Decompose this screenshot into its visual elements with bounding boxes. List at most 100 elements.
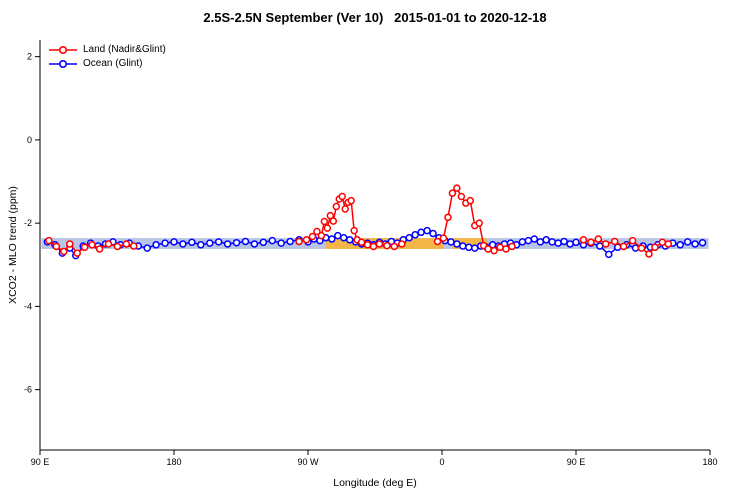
data-point xyxy=(610,237,619,246)
data-point xyxy=(320,217,329,226)
data-point xyxy=(250,240,259,248)
x-tick-label: 90 E xyxy=(567,457,586,467)
y-tick-label: -2 xyxy=(24,218,32,228)
data-point xyxy=(197,241,205,249)
data-point xyxy=(113,242,122,251)
data-point xyxy=(453,240,461,248)
data-point xyxy=(676,241,684,249)
data-point xyxy=(645,250,653,258)
data-point xyxy=(152,241,160,249)
data-point xyxy=(508,242,516,251)
data-point xyxy=(369,242,378,251)
data-point xyxy=(471,244,479,252)
data-point xyxy=(350,226,358,235)
data-point xyxy=(88,241,96,249)
data-point xyxy=(484,245,492,253)
data-point xyxy=(658,238,667,247)
data-point xyxy=(329,217,338,225)
data-point xyxy=(594,235,603,243)
data-point xyxy=(188,238,196,247)
data-point xyxy=(524,236,533,245)
data-point xyxy=(308,232,317,241)
data-point xyxy=(317,231,326,240)
data-point xyxy=(605,250,613,259)
data-point xyxy=(637,244,646,252)
x-tick-label: 180 xyxy=(702,457,717,467)
data-point xyxy=(459,242,467,250)
data-point xyxy=(232,238,241,247)
data-point xyxy=(341,205,349,213)
data-point xyxy=(122,240,131,248)
data-point xyxy=(259,238,268,247)
data-point xyxy=(52,242,61,251)
data-point xyxy=(602,240,610,248)
data-point xyxy=(60,247,68,256)
data-point xyxy=(579,236,588,244)
data-point xyxy=(161,239,169,247)
data-point xyxy=(490,246,498,255)
data-point xyxy=(542,236,550,244)
data-point xyxy=(347,196,355,205)
data-point xyxy=(268,236,277,245)
data-point xyxy=(596,242,604,250)
data-point xyxy=(338,192,346,201)
data-point xyxy=(548,238,556,246)
data-point xyxy=(170,238,178,246)
data-point xyxy=(536,238,545,246)
data-point xyxy=(566,240,574,248)
data-point xyxy=(664,240,673,248)
data-point xyxy=(496,243,504,252)
legend-item-land: Land (Nadir&Glint) xyxy=(48,44,166,56)
data-point xyxy=(95,245,104,253)
x-axis-label: Longitude (deg E) xyxy=(333,477,417,489)
data-point xyxy=(631,244,640,252)
data-point xyxy=(444,213,452,222)
data-point xyxy=(205,239,214,247)
data-point xyxy=(295,237,303,246)
data-point xyxy=(448,189,457,197)
data-point xyxy=(45,236,53,245)
data-point xyxy=(691,240,699,248)
y-tick-label: 2 xyxy=(27,52,32,62)
data-point xyxy=(447,238,455,246)
data-point xyxy=(398,240,406,248)
data-point xyxy=(313,227,321,236)
data-point xyxy=(326,211,335,220)
data-point xyxy=(302,236,311,244)
data-point xyxy=(518,238,527,246)
data-point xyxy=(560,237,568,246)
data-point xyxy=(363,241,372,249)
data-point xyxy=(277,239,285,247)
legend-item-ocean: Ocean (Glint) xyxy=(48,58,166,70)
data-point xyxy=(628,236,637,245)
data-point xyxy=(465,243,473,252)
x-tick-label: 90 W xyxy=(297,457,319,467)
y-tick-label: 0 xyxy=(27,135,32,145)
data-point xyxy=(417,228,425,237)
data-point xyxy=(339,233,348,242)
data-point xyxy=(345,236,354,244)
data-point xyxy=(613,243,622,252)
x-tick-label: 90 E xyxy=(31,457,50,467)
data-point xyxy=(587,238,595,247)
data-point xyxy=(457,192,466,201)
data-point xyxy=(214,238,223,246)
data-point xyxy=(328,235,336,243)
data-point xyxy=(530,235,539,243)
data-point xyxy=(502,245,510,253)
land-series-symbol-icon xyxy=(49,45,77,55)
x-tick-label: 180 xyxy=(166,457,181,467)
data-point xyxy=(466,196,475,205)
data-point xyxy=(651,243,659,252)
data-point xyxy=(453,184,461,192)
data-point xyxy=(698,238,707,247)
data-point xyxy=(332,202,341,211)
y-tick-label: -6 xyxy=(24,385,32,395)
land-reference-band xyxy=(452,238,487,249)
data-point xyxy=(104,240,113,248)
data-point xyxy=(241,237,250,246)
data-point xyxy=(73,249,81,257)
data-point xyxy=(143,244,151,252)
